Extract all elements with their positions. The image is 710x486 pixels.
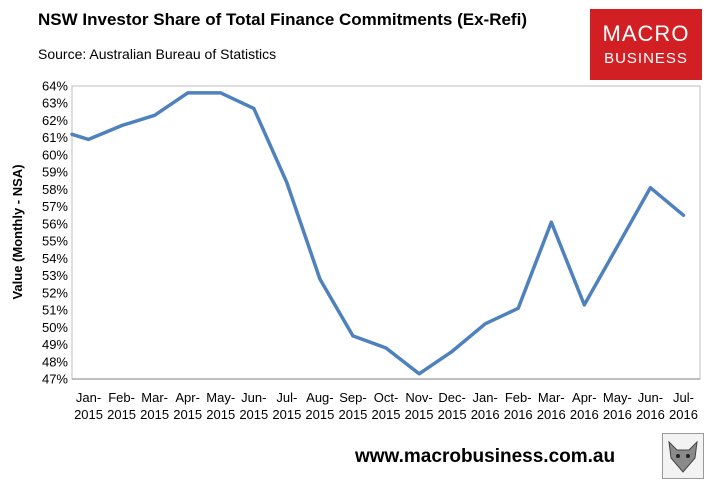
y-tick-label: 53% — [42, 268, 68, 283]
x-tick-label: Jun-2015 — [239, 390, 268, 422]
series-line — [70, 91, 686, 376]
y-tick-label: 52% — [42, 285, 68, 300]
chart-title: NSW Investor Share of Total Finance Comm… — [38, 10, 527, 29]
y-tick-label: 62% — [42, 113, 68, 128]
y-tick-label: 63% — [42, 96, 68, 111]
y-axis-label: Value (Monthly - NSA) — [10, 164, 25, 299]
x-tick-label: Jan-2015 — [74, 390, 103, 422]
x-tick-label: Aug-2015 — [305, 390, 334, 422]
y-tick-label: 50% — [42, 320, 68, 335]
x-tick-label: Jan-2016 — [471, 390, 500, 422]
y-tick-label: 58% — [42, 182, 68, 197]
y-tick-label: 64% — [42, 79, 68, 94]
y-tick-label: 55% — [42, 234, 68, 249]
x-tick-label: Feb-2016 — [504, 390, 533, 422]
y-axis-ticks: 47% 48% 49% 50% 51% 52% 53% 54% 55% 56% 57% 58% 59% 6… — [42, 79, 68, 387]
x-tick-label: Nov-2015 — [405, 390, 434, 422]
x-tick-label: May-2016 — [603, 390, 632, 422]
y-tick-label: 48% — [42, 354, 68, 369]
logo-line-1: MACRO — [602, 21, 690, 46]
x-tick-label: Apr-2015 — [173, 390, 202, 422]
x-axis-ticks: Jan-2015Feb-2015Mar-2015Apr-2015May-2015… — [74, 390, 698, 422]
y-tick-label: 49% — [42, 337, 68, 352]
x-tick-label: Dec-2015 — [438, 390, 467, 422]
x-tick-label: May-2015 — [206, 390, 235, 422]
y-tick-label: 59% — [42, 165, 68, 180]
x-tick-label: Jul-2016 — [669, 390, 698, 422]
y-tick-label: 47% — [42, 372, 68, 387]
chart-source: Source: Australian Bureau of Statistics — [38, 46, 277, 62]
x-tick-label: Oct-2015 — [372, 390, 401, 422]
y-tick-label: 51% — [42, 303, 68, 318]
x-tick-label: Mar-2016 — [537, 390, 566, 422]
x-tick-label: Mar-2015 — [140, 390, 169, 422]
x-tick-label: Feb-2015 — [107, 390, 136, 422]
fox-logo-icon — [662, 433, 704, 479]
y-tick-label: 54% — [42, 251, 68, 266]
y-tick-label: 61% — [42, 130, 68, 145]
y-tick-label: 57% — [42, 199, 68, 214]
series-group — [70, 91, 686, 376]
x-tick-label: Jun-2016 — [636, 390, 665, 422]
y-tick-label: 60% — [42, 147, 68, 162]
macrobusiness-logo: MACRO BUSINESS — [590, 9, 702, 80]
x-tick-label: Sep-2015 — [338, 390, 367, 422]
x-tick-label: Apr-2016 — [570, 390, 599, 422]
x-tick-label: Jul-2015 — [272, 390, 301, 422]
y-tick-label: 56% — [42, 216, 68, 231]
footer-url: www.macrobusiness.com.au — [355, 446, 616, 467]
plot-area-border — [71, 85, 701, 380]
logo-line-2: BUSINESS — [604, 50, 688, 67]
